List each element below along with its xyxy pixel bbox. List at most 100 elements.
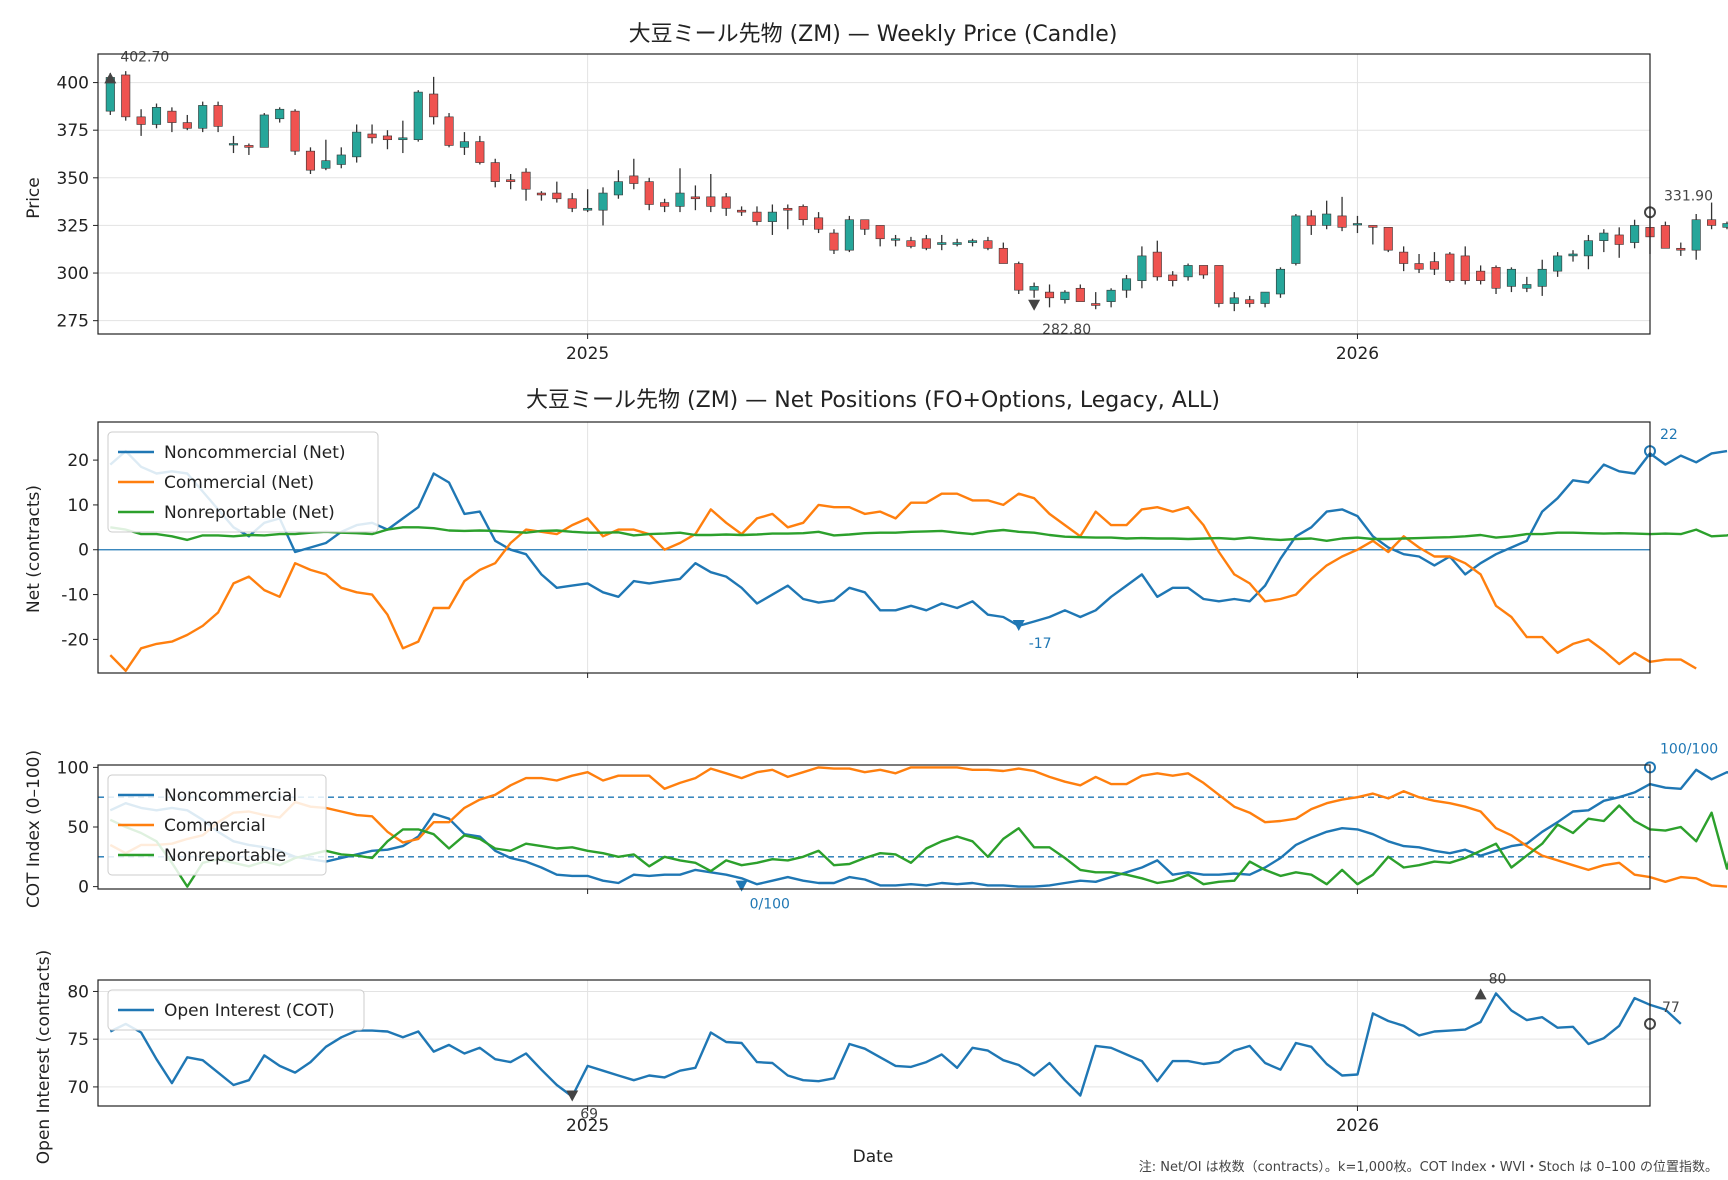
candle-body [660,202,670,207]
candle-body [1676,247,1686,251]
value-annotation: 69 [580,1106,598,1122]
candle-body [1245,299,1255,304]
candle-body [844,219,854,251]
oi-plot-frame [97,979,1651,1107]
candle-body [536,192,546,196]
candle-body [1583,240,1593,257]
candle-body [998,247,1008,264]
legend-label: Commercial (Net) [164,473,314,493]
candle-body [629,175,639,184]
candle-body [1553,255,1563,272]
oi-series-lines [109,992,1682,1098]
x-tick-label: 2025 [566,1116,609,1136]
legend-label: Noncommercial (Net) [164,443,346,463]
candle-body [1198,265,1209,276]
candle-body [367,133,377,139]
candle-body [1691,219,1701,251]
candle-body [1399,251,1409,264]
candle-body [675,192,685,207]
candle-body [1414,263,1424,270]
candle-body [1660,225,1670,249]
y-tick-label: 0 [78,878,89,898]
y-tick-label: 75 [67,1030,89,1050]
candle-body [1599,232,1609,241]
candle-body [1029,286,1039,291]
candle-body [798,206,808,221]
candle-body [1568,253,1578,257]
oi-axis-ticks: 70 75 80 2025 2026 [67,982,1379,1136]
candle-body [336,154,346,165]
net-positions-panel: 大豆ミール先物 (ZM) — Net Positions (FO+Options… [24,388,1728,678]
candle-body [167,110,177,123]
candle-body [968,240,978,243]
series-line [109,768,1728,888]
cot-series-lines [109,766,1728,888]
y-tick-label: 70 [67,1078,89,1098]
candle-body [875,225,885,240]
candle-body [937,242,947,245]
cot-index-panel: COT Index (0–100) 0/100 100/100 0 50 100 No… [24,741,1728,913]
candle-body [721,196,731,209]
candle-body [1091,303,1101,306]
candle-body [1044,291,1055,299]
price-grid [98,54,1650,334]
x-tick-label: 2026 [1336,344,1379,364]
y-tick-label: 350 [57,169,89,189]
cot-grid [98,765,1650,889]
candle-body [228,143,239,146]
value-annotation: 100/100 [1660,741,1718,757]
candle-body [136,116,146,125]
candle-body [1152,251,1162,278]
candle-body [521,171,531,190]
max-marker [104,72,117,84]
net-axis-ticks: -20 -10 0 10 20 [61,451,1358,678]
legend-label: Nonreportable [164,846,286,866]
candle-body [906,240,916,247]
candle-body [814,217,824,230]
candle-body [690,196,700,200]
legend-label: Nonreportable (Net) [164,503,335,523]
candle-body [1476,270,1486,281]
candle-body [1491,267,1501,289]
price-chart-title: 大豆ミール先物 (ZM) — Weekly Price (Candle) [629,22,1118,47]
series-line [109,766,1728,888]
series-line [110,526,1728,542]
candle-body [151,107,162,125]
net-annotations: -17 22 [1012,427,1678,652]
min-marker [1012,619,1025,631]
candle-body [767,211,777,222]
y-tick-label: 275 [57,312,89,332]
candle-body [1383,227,1393,251]
candle-body [1060,291,1070,301]
candle-body [1614,234,1624,245]
candle-body [552,192,562,200]
legend-label: Commercial [164,816,266,836]
candle-body [429,93,439,118]
y-tick-label: 400 [57,74,89,94]
candle-body [860,219,870,230]
min-marker [1028,299,1041,311]
candle-body [1429,261,1439,270]
series-line [109,492,1697,672]
candle-body [1229,297,1239,304]
oi-legend: Open Interest (COT) [107,989,365,1031]
candle-body [1445,253,1455,281]
price-plot-frame [97,53,1651,335]
candle-body [829,232,839,251]
candle-body [259,114,269,148]
candle-body [1722,223,1728,228]
legend-box [107,774,327,876]
net-series-lines [109,449,1728,672]
candle-body [475,141,485,163]
candle-body [1337,215,1347,228]
open-interest-panel: Open Interest (contracts) 69 80 77 70 75 80 2… [34,950,1682,1167]
candle-body [567,198,577,209]
net-plot-frame [97,421,1651,674]
candle-body [121,74,131,118]
candle-body [1460,255,1470,281]
candle-body [1075,287,1085,302]
series-line [109,804,1728,888]
candle-body [1506,268,1516,287]
candle-body [1214,265,1224,304]
candle-body [1522,284,1532,289]
